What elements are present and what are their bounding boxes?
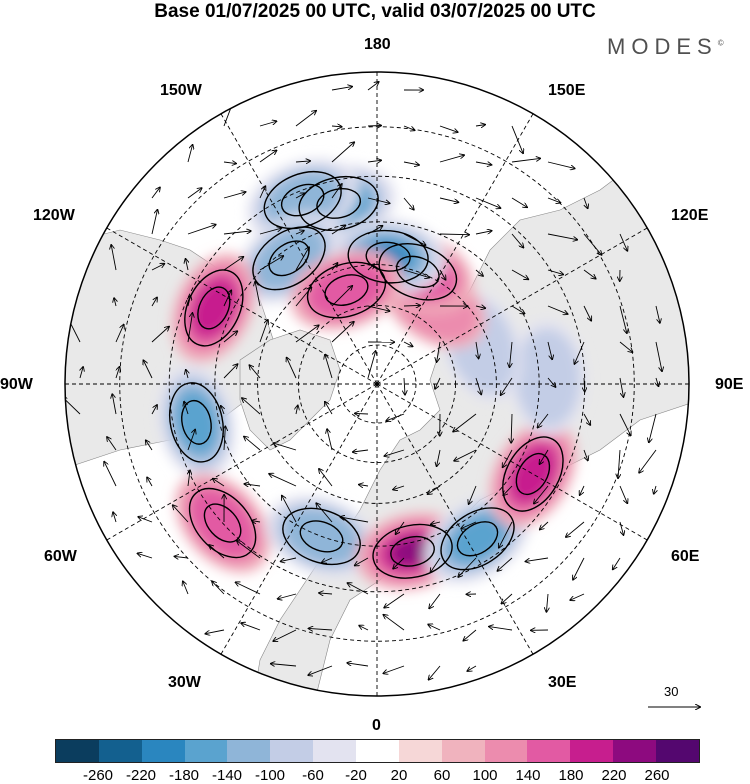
- wind-vector: [355, 413, 368, 414]
- colorbar-cell: [399, 740, 442, 762]
- lon-label-120e: 120E: [671, 207, 708, 225]
- colorbar-cell: [142, 740, 185, 762]
- lon-label-60e: 60E: [671, 548, 699, 566]
- map-title: Base 01/07/2025 00 UTC, valid 03/07/2025…: [0, 0, 750, 24]
- lon-label-30w: 30W: [168, 674, 201, 692]
- wind-vector: [404, 305, 420, 306]
- colorbar-cell: [227, 740, 270, 762]
- brand-mark: ©: [718, 39, 724, 48]
- colorbar-cell: [656, 740, 699, 762]
- colorbar-cell: [485, 740, 528, 762]
- lon-label-180: 180: [364, 36, 391, 54]
- brand-name: MODES: [607, 34, 718, 59]
- brand-logo: MODES©: [607, 34, 724, 60]
- lon-label-120w: 120W: [33, 207, 75, 225]
- colorbar-cell: [270, 740, 313, 762]
- colorbar-cell: [313, 740, 356, 762]
- colorbar-cell: [356, 740, 399, 762]
- colorbar-cell: [442, 740, 485, 762]
- lon-label-0: 0: [372, 717, 381, 735]
- lon-label-60w: 60W: [44, 548, 77, 566]
- colorbar-cell: [527, 740, 570, 762]
- reference-vector-label: 30: [664, 684, 678, 699]
- colorbar-cell: [99, 740, 142, 762]
- lon-label-30e: 30E: [548, 674, 576, 692]
- lon-label-90e: 90E: [715, 376, 743, 394]
- colorbar-cell: [185, 740, 228, 762]
- colorbar-cell: [570, 740, 613, 762]
- colorbar-cell: [56, 740, 99, 762]
- lon-label-150w: 150W: [160, 82, 202, 100]
- lon-label-150e: 150E: [548, 82, 585, 100]
- colorbar-cell: [613, 740, 656, 762]
- colorbar: [55, 739, 700, 763]
- lon-label-90w: 90W: [0, 376, 33, 394]
- colorbar-tick-label: 260: [632, 767, 682, 784]
